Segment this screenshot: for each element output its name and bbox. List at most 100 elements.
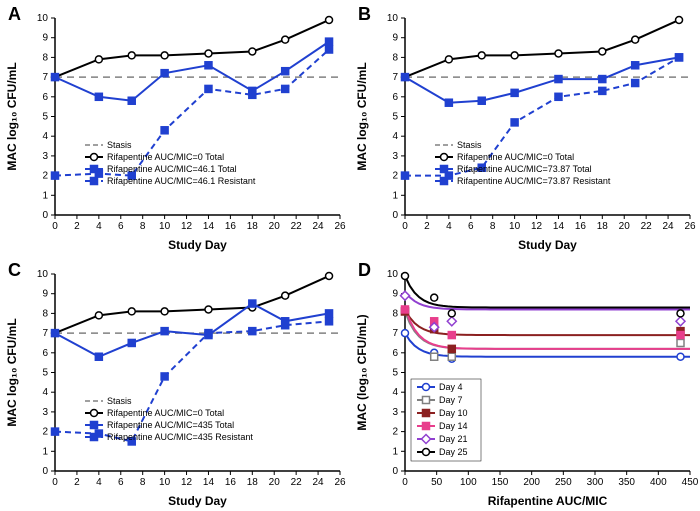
svg-text:MAC log₁₀ CFU/mL: MAC log₁₀ CFU/mL [355,62,369,170]
svg-text:6: 6 [468,221,474,232]
svg-text:7: 7 [392,72,398,83]
svg-text:250: 250 [555,477,572,488]
svg-text:300: 300 [587,477,604,488]
svg-text:6: 6 [42,347,48,358]
svg-text:10: 10 [387,13,399,24]
svg-text:2: 2 [42,426,48,437]
panel-c-label: C [8,260,21,281]
svg-text:0: 0 [42,210,48,221]
svg-text:Rifapentine AUC/MIC=46.1 Total: Rifapentine AUC/MIC=46.1 Total [107,164,237,174]
svg-text:14: 14 [553,221,565,232]
svg-text:22: 22 [291,477,303,488]
svg-text:0: 0 [402,477,408,488]
figure-grid: A 02468101214161820222426012345678910Stu… [0,0,700,511]
svg-text:26: 26 [684,221,696,232]
svg-text:0: 0 [392,210,398,221]
svg-text:2: 2 [392,171,398,182]
svg-text:1: 1 [392,446,398,457]
svg-text:10: 10 [159,221,171,232]
svg-text:18: 18 [247,477,259,488]
svg-text:24: 24 [313,477,325,488]
svg-text:20: 20 [269,477,281,488]
svg-text:Day 4: Day 4 [439,382,463,392]
svg-text:12: 12 [181,221,193,232]
svg-text:4: 4 [392,131,398,142]
panel-a-svg: 02468101214161820222426012345678910Study… [0,0,350,255]
svg-text:MAC log₁₀ CFU/mL: MAC log₁₀ CFU/mL [5,318,19,426]
svg-text:6: 6 [118,477,124,488]
svg-text:16: 16 [225,221,237,232]
svg-text:5: 5 [42,367,48,378]
svg-text:Day 10: Day 10 [439,408,468,418]
svg-text:Day 25: Day 25 [439,447,468,457]
svg-text:10: 10 [159,477,171,488]
svg-text:10: 10 [37,269,49,280]
svg-text:Rifapentine AUC/MIC=435 Total: Rifapentine AUC/MIC=435 Total [107,420,234,430]
svg-text:350: 350 [618,477,635,488]
svg-text:2: 2 [74,221,80,232]
svg-text:26: 26 [334,221,346,232]
svg-text:Rifapentine AUC/MIC=73.87 Resi: Rifapentine AUC/MIC=73.87 Resistant [457,176,611,186]
svg-text:Rifapentine AUC/MIC=0 Total: Rifapentine AUC/MIC=0 Total [107,152,224,162]
svg-text:10: 10 [37,13,49,24]
svg-text:0: 0 [402,221,408,232]
svg-text:Rifapentine AUC/MIC=0 Total: Rifapentine AUC/MIC=0 Total [457,152,574,162]
svg-text:12: 12 [181,477,193,488]
svg-text:16: 16 [575,221,587,232]
svg-text:Stasis: Stasis [107,140,132,150]
svg-text:9: 9 [42,33,48,44]
svg-text:2: 2 [424,221,430,232]
svg-text:3: 3 [392,151,398,162]
svg-text:1: 1 [392,190,398,201]
svg-text:8: 8 [140,221,146,232]
svg-text:9: 9 [42,288,48,299]
svg-text:26: 26 [334,477,346,488]
svg-text:8: 8 [392,308,398,319]
svg-text:10: 10 [509,221,521,232]
svg-text:5: 5 [42,112,48,123]
svg-text:8: 8 [490,221,496,232]
panel-b: B 02468101214161820222426012345678910Stu… [350,0,700,256]
svg-text:50: 50 [431,477,443,488]
svg-text:Rifapentine AUC/MIC: Rifapentine AUC/MIC [488,494,608,508]
svg-text:Day 7: Day 7 [439,395,463,405]
svg-text:150: 150 [492,477,509,488]
svg-text:6: 6 [392,347,398,358]
svg-text:12: 12 [531,221,543,232]
svg-text:2: 2 [42,171,48,182]
svg-text:20: 20 [269,221,281,232]
panel-d-svg: 050100150200250300350400450012345678910R… [350,256,700,511]
panel-d: D 05010015020025030035040045001234567891… [350,256,700,511]
svg-text:4: 4 [96,477,102,488]
svg-text:2: 2 [392,426,398,437]
svg-text:22: 22 [641,221,653,232]
panel-c: C 02468101214161820222426012345678910Stu… [0,256,350,511]
svg-text:0: 0 [42,466,48,477]
svg-text:0: 0 [52,221,58,232]
svg-text:4: 4 [42,387,48,398]
svg-text:20: 20 [619,221,631,232]
svg-text:5: 5 [392,367,398,378]
svg-text:Stasis: Stasis [457,140,482,150]
svg-text:Day 21: Day 21 [439,434,468,444]
svg-text:22: 22 [291,221,303,232]
svg-text:9: 9 [392,288,398,299]
svg-text:Study Day: Study Day [168,494,227,508]
svg-text:0: 0 [392,466,398,477]
svg-text:2: 2 [74,477,80,488]
svg-text:100: 100 [460,477,477,488]
svg-text:9: 9 [392,33,398,44]
svg-text:10: 10 [387,269,399,280]
svg-text:4: 4 [392,387,398,398]
svg-text:3: 3 [42,151,48,162]
svg-text:5: 5 [392,112,398,123]
svg-text:7: 7 [42,72,48,83]
svg-text:0: 0 [52,477,58,488]
panel-c-svg: 02468101214161820222426012345678910Study… [0,256,350,511]
svg-text:6: 6 [118,221,124,232]
svg-text:4: 4 [96,221,102,232]
svg-text:16: 16 [225,477,237,488]
panel-a: A 02468101214161820222426012345678910Stu… [0,0,350,256]
panel-b-svg: 02468101214161820222426012345678910Study… [350,0,700,255]
svg-text:1: 1 [42,190,48,201]
